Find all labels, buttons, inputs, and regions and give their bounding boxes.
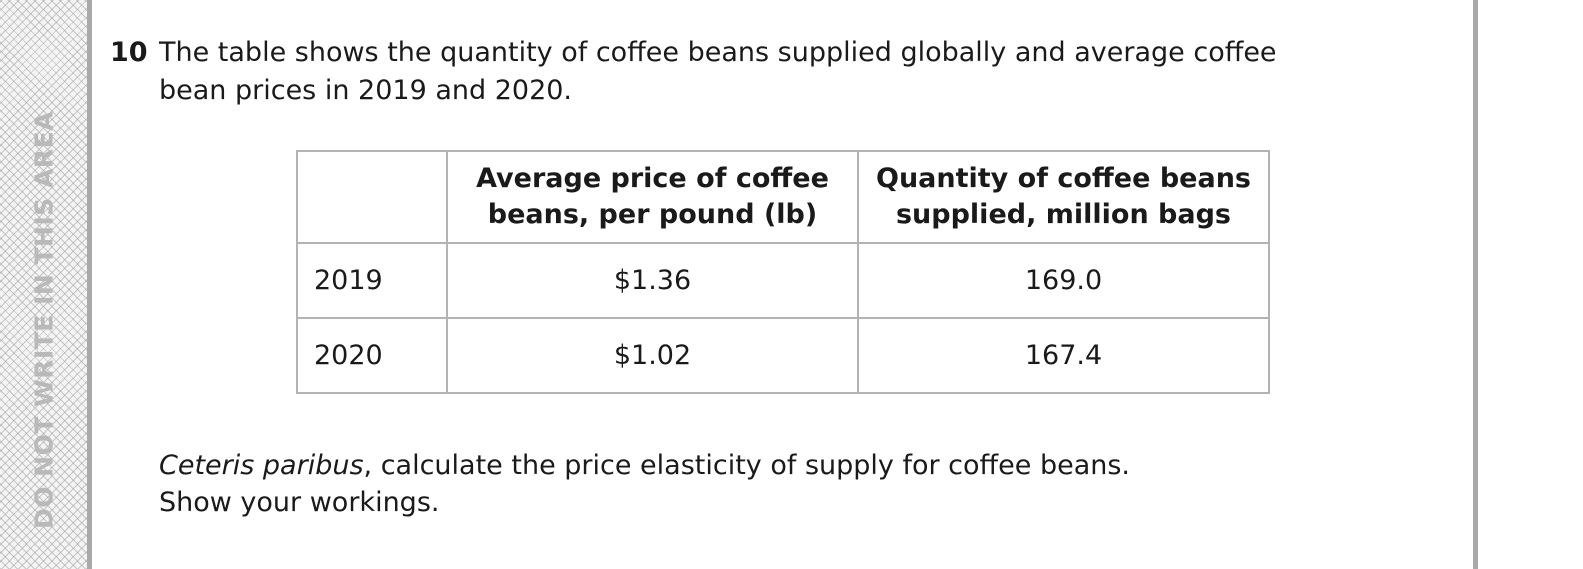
instruction-line-1: Ceteris paribus, calculate the price ela… <box>159 447 1359 484</box>
instruction-line-1-rest: , calculate the price elasticity of supp… <box>363 450 1131 481</box>
right-border-rule <box>1473 0 1478 569</box>
margin-warning-text: DO NOT WRITE IN THIS AREA <box>29 110 59 530</box>
question-number: 10 <box>110 37 148 68</box>
cell-quantity: 169.0 <box>857 242 1270 319</box>
cell-year: 2019 <box>296 242 448 319</box>
ceteris-paribus-phrase: Ceteris paribus <box>159 450 364 481</box>
header-price: Average price of coffee beans, per pound… <box>446 150 859 244</box>
coffee-data-table: Average price of coffee beans, per pound… <box>296 150 1270 394</box>
header-quantity: Quantity of coffee beans supplied, milli… <box>857 150 1270 244</box>
cell-quantity: 167.4 <box>857 317 1270 394</box>
margin-strip: DO NOT WRITE IN THIS AREA <box>0 0 87 569</box>
table-header-row: Average price of coffee beans, per pound… <box>296 150 1270 244</box>
question-block: 10 The table shows the quantity of coffe… <box>110 34 1310 110</box>
cell-price: $1.36 <box>446 242 859 319</box>
header-year <box>296 150 448 244</box>
instruction-line-2: Show your workings. <box>159 487 440 518</box>
table-row: 2019 $1.36 169.0 <box>296 242 1270 319</box>
table-row: 2020 $1.02 167.4 <box>296 317 1270 394</box>
cell-year: 2020 <box>296 317 448 394</box>
left-border-rule <box>87 0 92 569</box>
cell-price: $1.02 <box>446 317 859 394</box>
question-text: The table shows the quantity of coffee b… <box>159 37 1277 106</box>
instruction-text: Ceteris paribus, calculate the price ela… <box>159 447 1359 521</box>
